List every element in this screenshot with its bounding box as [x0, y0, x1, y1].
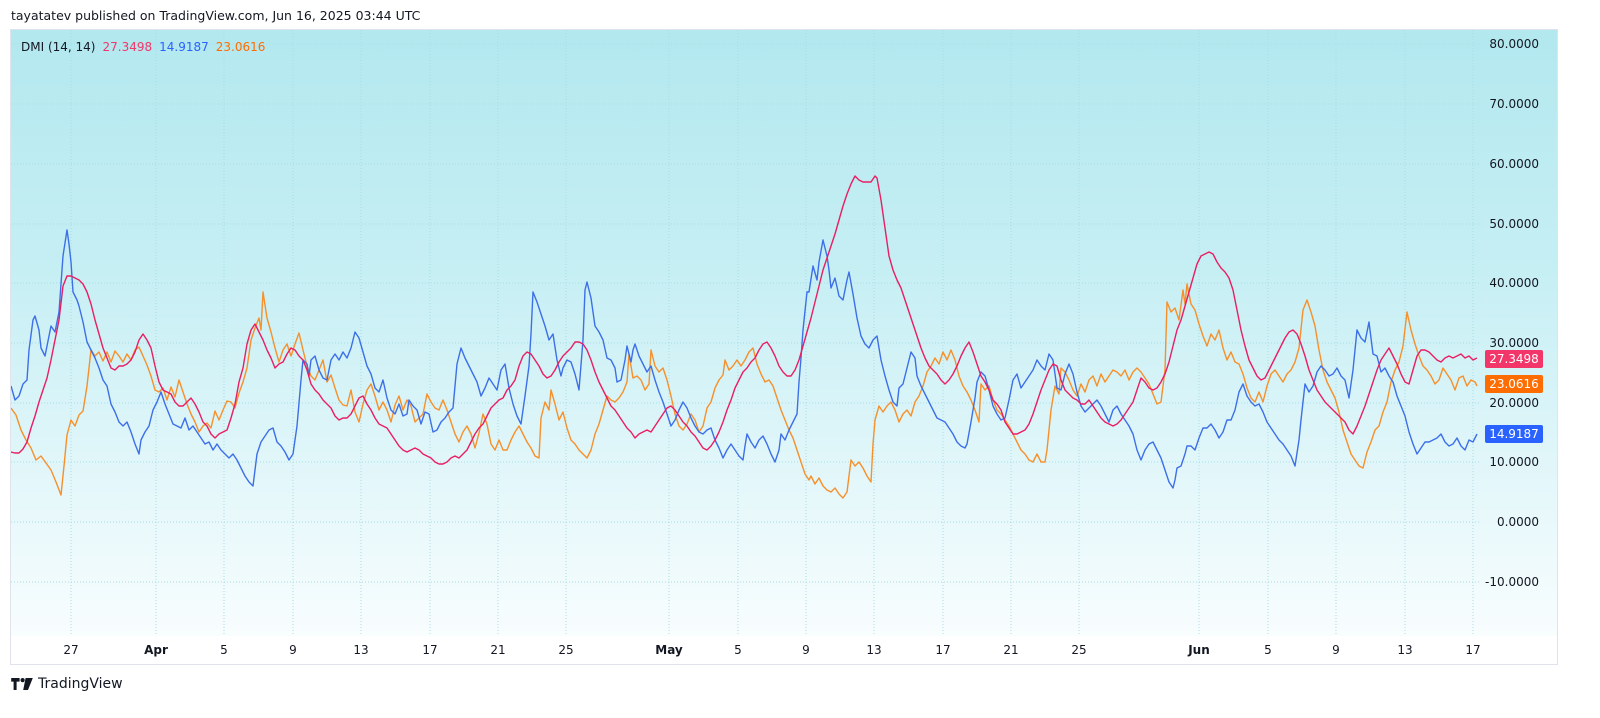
x-tick: 9	[289, 643, 297, 657]
minus-di-line	[11, 283, 1478, 499]
x-tick: 5	[1264, 643, 1272, 657]
x-tick: 17	[935, 643, 951, 657]
y-tick: 30.0000	[1489, 336, 1539, 350]
indicator-name: DMI (14, 14)	[21, 40, 96, 54]
y-tick: -10.0000	[1485, 575, 1539, 589]
adx-price-tag: 27.3498	[1485, 350, 1543, 368]
x-tick-month: May	[655, 643, 683, 657]
y-tick: 0.0000	[1497, 515, 1539, 529]
minus-di-price-tag: 23.0616	[1485, 375, 1543, 393]
footer-branding[interactable]: TradingView	[11, 676, 123, 692]
x-tick: 9	[802, 643, 810, 657]
x-tick-month: Apr	[144, 643, 168, 657]
time-axis[interactable]	[11, 636, 1557, 664]
plus-di-price-tag: 14.9187	[1485, 425, 1543, 443]
y-tick: 20.0000	[1489, 396, 1539, 410]
x-tick: 13	[866, 643, 882, 657]
y-tick: 50.0000	[1489, 217, 1539, 231]
x-tick: 5	[220, 643, 228, 657]
x-tick: 21	[490, 643, 506, 657]
x-tick-month: Jun	[1188, 643, 1210, 657]
x-tick: 13	[1397, 643, 1413, 657]
publish-header: tayatatev published on TradingView.com, …	[11, 8, 421, 23]
y-tick: 10.0000	[1489, 455, 1539, 469]
chart-background	[11, 30, 1557, 636]
gridlines	[11, 30, 1481, 636]
x-tick: 9	[1332, 643, 1340, 657]
plot-area[interactable]	[11, 30, 1558, 665]
y-tick: 70.0000	[1489, 97, 1539, 111]
legend-minus-di-value: 23.0616	[215, 40, 266, 54]
y-tick: 80.0000	[1489, 37, 1539, 51]
plus-di-line	[11, 229, 1478, 489]
x-tick: 5	[734, 643, 742, 657]
tradingview-logo-icon	[11, 678, 33, 690]
legend-adx-value: 27.3498	[102, 40, 153, 54]
brand-name: TradingView	[38, 676, 123, 692]
x-tick: 25	[1071, 643, 1087, 657]
adx-line	[11, 175, 1478, 465]
indicator-legend[interactable]: DMI (14, 14) 27.3498 14.9187 23.0616	[21, 40, 265, 54]
x-tick: 17	[422, 643, 438, 657]
x-tick: 17	[1465, 643, 1481, 657]
x-tick: 21	[1003, 643, 1019, 657]
x-tick: 27	[63, 643, 79, 657]
chart-panel[interactable]: DMI (14, 14) 27.3498 14.9187 23.0616 80.…	[10, 29, 1558, 665]
y-tick: 60.0000	[1489, 157, 1539, 171]
x-tick: 13	[353, 643, 369, 657]
y-tick: 40.0000	[1489, 276, 1539, 290]
legend-plus-di-value: 14.9187	[159, 40, 209, 54]
x-tick: 25	[558, 643, 574, 657]
